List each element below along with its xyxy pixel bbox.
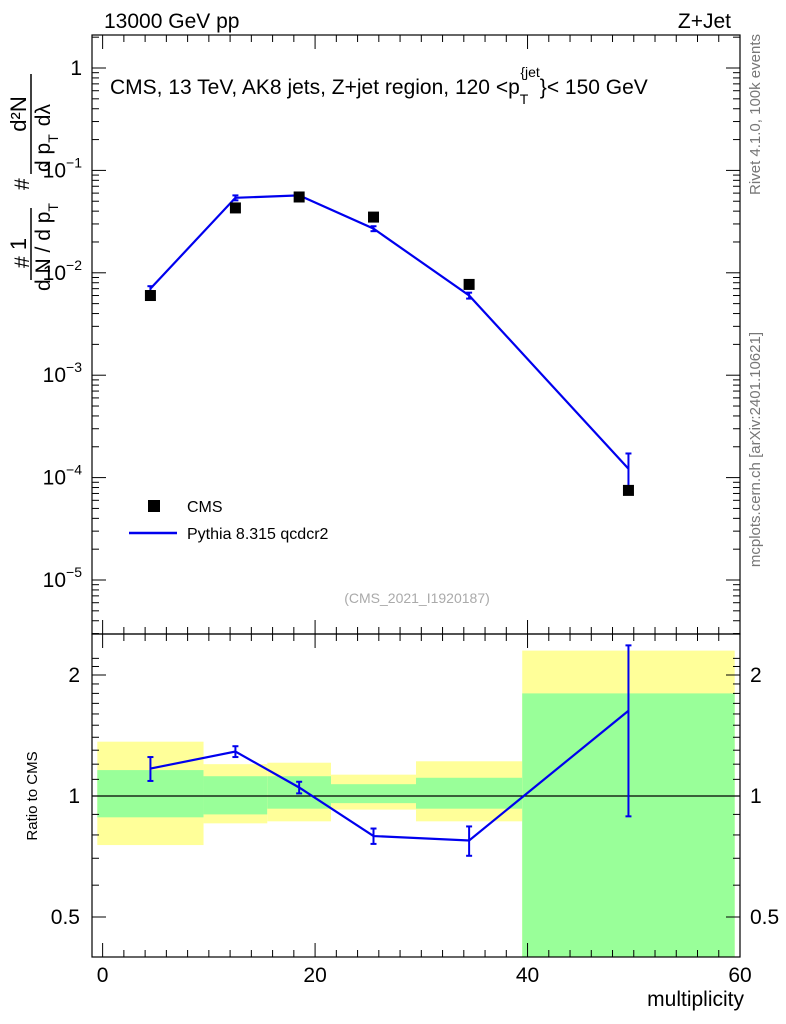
main-y-tick-label: 1 (70, 57, 82, 80)
pythia-errorbar (466, 291, 473, 300)
cms-data-point (368, 211, 380, 223)
svg-text:#: # (11, 256, 34, 268)
x-tick-label: 60 (728, 964, 751, 987)
legend: CMS Pythia 8.315 qcdcr2 (129, 499, 329, 543)
cms-data-point (229, 202, 241, 214)
cms-data-point (463, 278, 475, 290)
main-y-tick-label: 10−5 (43, 564, 83, 592)
svg-text:#: # (11, 178, 34, 190)
ratio-pythia-errorbar (232, 745, 239, 759)
ratio-band-inner-1 (203, 776, 268, 815)
ratio-y-tick-label-right: 2 (750, 664, 762, 687)
cms-data-point (622, 484, 634, 496)
ratio-y-tick-label-left: 2 (68, 664, 80, 687)
ratio-pythia-errorbar (625, 644, 632, 818)
svg-text:1: 1 (6, 238, 31, 250)
main-y-tick-label: 10−3 (43, 359, 83, 387)
ratio-pythia-line (150, 709, 630, 842)
ratio-pythia-errorbar (296, 780, 303, 795)
legend-cms-label: CMS (187, 499, 223, 516)
ratio-pythia-errorbar (370, 827, 377, 845)
main-y-axis-label: # 1 d N / d pT # d²N d pTdλ (6, 74, 61, 291)
ratio-panel: 0 20 40 60 0.5 0.5 1 1 2 2 Ratio to CMS multiplic… (24, 633, 779, 1011)
cms-data-point (144, 290, 156, 302)
chart-title: CMS, 13 TeV, AK8 jets, Z+jet region, 120… (110, 64, 648, 107)
ratio-y-tick-label-right: 1 (750, 785, 762, 808)
x-axis-label: multiplicity (647, 988, 744, 1011)
ratio-y-tick-label-left: 0.5 (51, 906, 80, 929)
pythia-line (149, 194, 630, 470)
main-y-tick-label: 10−2 (43, 257, 83, 285)
rivet-info: Rivet 4.1.0, 100k events (747, 34, 764, 195)
legend-pythia-label: Pythia 8.315 qcdcr2 (187, 526, 329, 543)
ratio-y-axis-label: Ratio to CMS (24, 751, 41, 840)
x-tick-label: 0 (97, 964, 109, 987)
svg-text:d²N: d²N (6, 96, 31, 131)
main-panel: 1 10−1 10−2 10−3 10−4 10−5 CMS, 13 TeV, AK8 j… (6, 34, 741, 635)
pythia-errorbar (232, 194, 239, 202)
svg-text:d pTdλ: d pTdλ (32, 104, 61, 172)
main-frame (91, 34, 741, 635)
ratio-y-tick-label-right: 0.5 (750, 906, 779, 929)
pythia-errorbar (370, 225, 377, 233)
cms-data-point (293, 191, 305, 203)
x-tick-label: 20 (303, 964, 326, 987)
legend-cms-marker (148, 500, 160, 512)
ratio-y-tick-label-left: 1 (68, 785, 80, 808)
main-y-tick-label: 10−4 (43, 462, 83, 490)
ratio-band-inner-3 (331, 784, 416, 804)
ratio-pythia-errorbar (147, 756, 154, 782)
analysis-watermark: (CMS_2021_I1920187) (344, 590, 490, 606)
header-left: 13000 GeV pp (104, 10, 239, 33)
x-tick-label: 40 (516, 964, 539, 987)
header-right: Z+Jet (678, 10, 731, 33)
ratio-pythia-errorbar (466, 825, 473, 857)
main-y-tick-label: 10−1 (43, 154, 83, 182)
svg-text:d N / d pT: d N / d pT (32, 203, 61, 291)
mcplots-info: mcplots.cern.ch [arXiv:2401.10621] (747, 332, 764, 567)
ratio-band-inner-4 (416, 777, 523, 809)
